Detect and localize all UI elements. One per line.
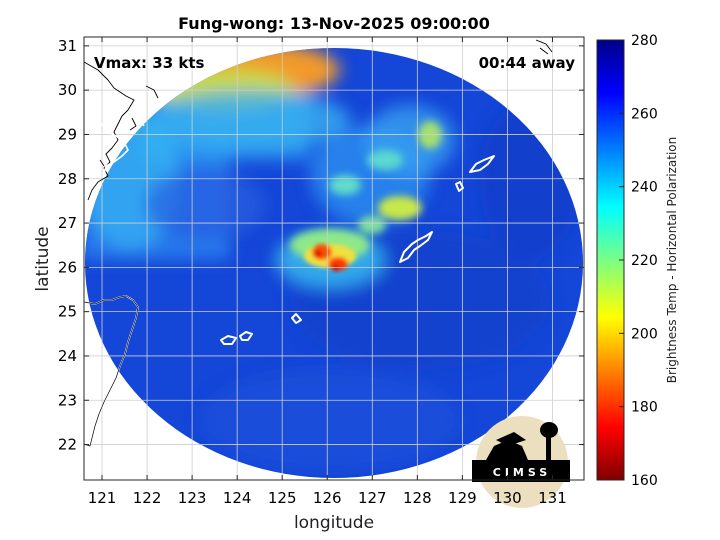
y-tick-label: 31 bbox=[58, 37, 77, 55]
y-tick-label: 27 bbox=[58, 214, 77, 232]
colorbar-label: Brightness Temp - Horizontal Polarizatio… bbox=[665, 137, 679, 384]
plot-frame bbox=[83, 36, 585, 481]
x-tick-label: 122 bbox=[133, 489, 162, 507]
island-small-1 bbox=[455, 181, 464, 192]
x-axis-label: longitude bbox=[294, 513, 374, 533]
vmax-annotation: Vmax: 33 kts bbox=[94, 54, 204, 72]
cimss-logo: CIMSS bbox=[472, 416, 570, 508]
y-axis-label: latitude bbox=[33, 226, 53, 291]
colorbar-tick-label: 260 bbox=[631, 106, 658, 122]
x-tick-label: 123 bbox=[178, 489, 207, 507]
x-tick-label: 126 bbox=[313, 489, 342, 507]
colorbar-tick-label: 220 bbox=[631, 253, 658, 269]
y-tick-label: 26 bbox=[58, 258, 77, 276]
logo-text: CIMSS bbox=[493, 466, 551, 479]
x-tick-label: 125 bbox=[268, 489, 297, 507]
chart-title: Fung-wong: 13-Nov-2025 09:00:00 bbox=[178, 14, 490, 33]
x-tick-label: 128 bbox=[403, 489, 432, 507]
x-tick-label: 127 bbox=[358, 489, 387, 507]
x-axis: 121 122 123 124 125 126 127 128 129 130 131 bbox=[88, 37, 567, 507]
x-tick-label: 130 bbox=[493, 489, 522, 507]
x-tick-label: 124 bbox=[223, 489, 252, 507]
colorbar-tick-label: 180 bbox=[631, 400, 658, 416]
y-tick-label: 24 bbox=[58, 347, 77, 365]
china-coast bbox=[84, 61, 159, 201]
coastlines bbox=[84, 39, 553, 447]
logo-dish-left bbox=[486, 440, 528, 460]
china-coast-highlight bbox=[99, 111, 145, 175]
colorbar-tick-label: 280 bbox=[631, 33, 658, 49]
colorbar-tick-label: 160 bbox=[631, 473, 658, 489]
grid-lines bbox=[84, 37, 584, 480]
colorbar-tick-label: 200 bbox=[631, 326, 658, 342]
y-axis: 22 23 24 25 26 27 28 29 30 31 bbox=[58, 37, 584, 454]
x-tick-label: 121 bbox=[88, 489, 117, 507]
island-amami bbox=[469, 155, 495, 173]
x-tick-label: 129 bbox=[448, 489, 477, 507]
y-tick-label: 23 bbox=[58, 391, 77, 409]
y-tick-label: 28 bbox=[58, 170, 77, 188]
island-miyako bbox=[220, 331, 253, 345]
logo-dish-top bbox=[496, 432, 526, 446]
y-tick-label: 29 bbox=[58, 125, 77, 143]
time-away-annotation: 00:44 away bbox=[479, 54, 576, 72]
island-small-2 bbox=[291, 313, 302, 324]
y-tick-label: 25 bbox=[58, 303, 77, 321]
island-okinawa bbox=[399, 231, 433, 263]
logo-tower-head bbox=[540, 422, 558, 438]
y-tick-label: 22 bbox=[58, 436, 77, 454]
logo-tower bbox=[546, 436, 551, 460]
island-jeju bbox=[535, 39, 553, 55]
colorbar-tick-label: 240 bbox=[631, 180, 658, 196]
x-tick-label: 131 bbox=[538, 489, 567, 507]
logo-base bbox=[472, 460, 570, 482]
y-tick-label: 30 bbox=[58, 81, 77, 99]
taiwan-coast-outline bbox=[84, 295, 139, 447]
colorbar-axis: 160 180 200 220 240 260 280 bbox=[619, 33, 658, 489]
